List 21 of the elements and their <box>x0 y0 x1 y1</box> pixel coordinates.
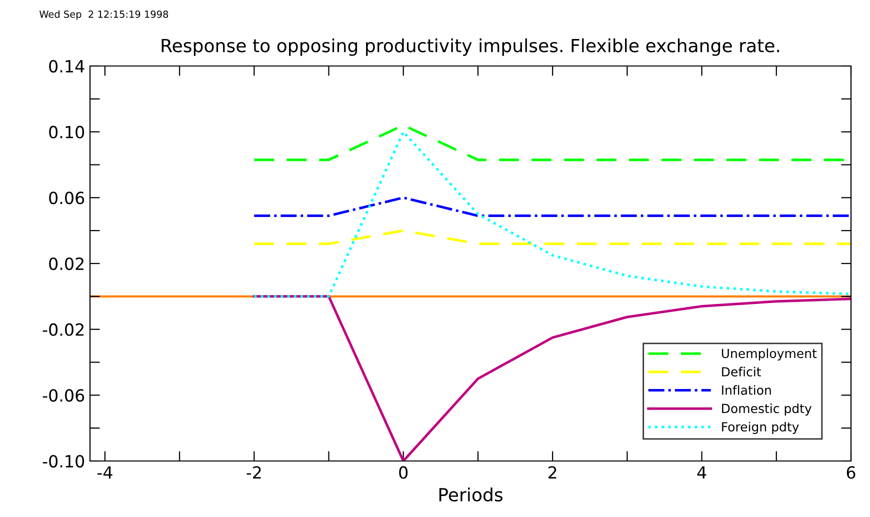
text: Wed Sep 2 12:15:19 1998 <box>39 10 168 20</box>
x-tick-label: 6 <box>846 466 856 479</box>
legend-label: Inflation <box>722 385 771 395</box>
y-tick-label: -0.06 <box>42 389 84 402</box>
x-tick-label: -2 <box>246 466 261 479</box>
y-tick-label: 0.06 <box>49 192 84 204</box>
legend-label: Domestic pdty <box>722 404 812 416</box>
x-tick-label: 2 <box>548 466 556 479</box>
legend-label: Foreign pdty <box>722 422 799 434</box>
x-tick-label: -4 <box>97 466 112 479</box>
y-tick-label: -0.10 <box>42 454 84 468</box>
y-tick-label: 0.02 <box>49 257 84 270</box>
y-tick-label: 0.10 <box>49 126 84 138</box>
y-tick-label: -0.02 <box>42 323 84 336</box>
x-axis-title: Periods <box>439 488 502 502</box>
y-tick-label: 0.14 <box>49 60 84 73</box>
x-tick-label: 0 <box>399 466 408 479</box>
x-tick-label: 4 <box>697 466 706 479</box>
chart-title: Response to opposing productivity impulses. Flexible exchange rate. <box>162 38 780 56</box>
legend-label: Deficit <box>722 366 761 376</box>
legend-label: Unemployment <box>722 348 817 361</box>
